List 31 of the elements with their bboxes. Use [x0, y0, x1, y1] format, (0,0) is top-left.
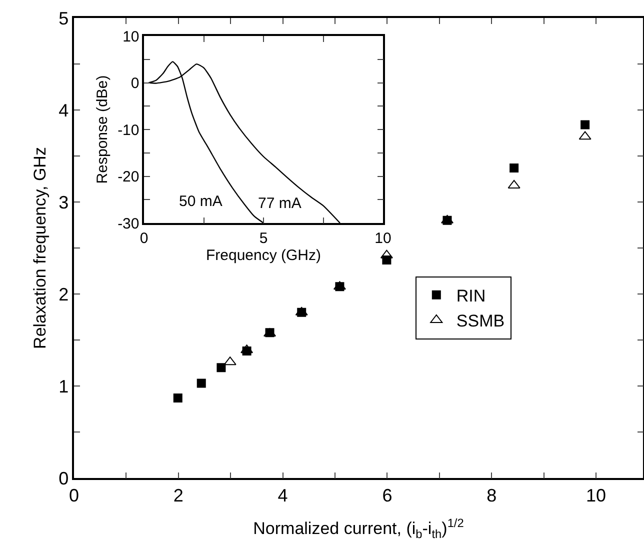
annotation: 50 mA: [179, 193, 222, 210]
x-tick-label: 2: [173, 485, 184, 506]
point: [216, 363, 226, 372]
x-tick-label: 10: [586, 485, 606, 506]
y-axis-title: Response (dBe): [94, 75, 111, 184]
x-tick-label: 5: [259, 230, 268, 247]
y-tick-label: 4: [58, 100, 69, 120]
x-axis-title: Normalized current, (i$_{b}$-i$_{th}$)$^{1/2}$: [253, 516, 464, 541]
x-tick-label: 8: [486, 485, 497, 506]
y-tick-label: 0: [130, 75, 140, 92]
y-tick-label: -30: [118, 215, 140, 232]
point: [173, 393, 182, 402]
x-axis-title: Frequency (GHz): [206, 246, 322, 264]
point: [580, 120, 590, 130]
x-tick-label: 10: [374, 230, 392, 247]
y-tick-label: 0: [58, 468, 69, 488]
legend-label: RIN: [456, 286, 486, 306]
y-tick-label: 1: [58, 376, 69, 396]
y-tick-label: -20: [118, 168, 140, 186]
point: [510, 163, 519, 172]
x-tick-label: 6: [382, 485, 392, 506]
legend-label: SSMB: [456, 312, 505, 331]
y-axis-title: Relaxation frequency, GHz: [30, 147, 50, 349]
x-tick-label: 4: [278, 485, 288, 506]
point: [196, 378, 206, 388]
annotation: 77 mA: [258, 195, 302, 212]
y-tick-label: 3: [58, 192, 69, 212]
y-tick-label: 5: [58, 8, 69, 28]
y-tick-label: 2: [58, 284, 69, 304]
y-tick-label: -10: [118, 122, 140, 139]
y-tick-label: 10: [122, 28, 140, 46]
